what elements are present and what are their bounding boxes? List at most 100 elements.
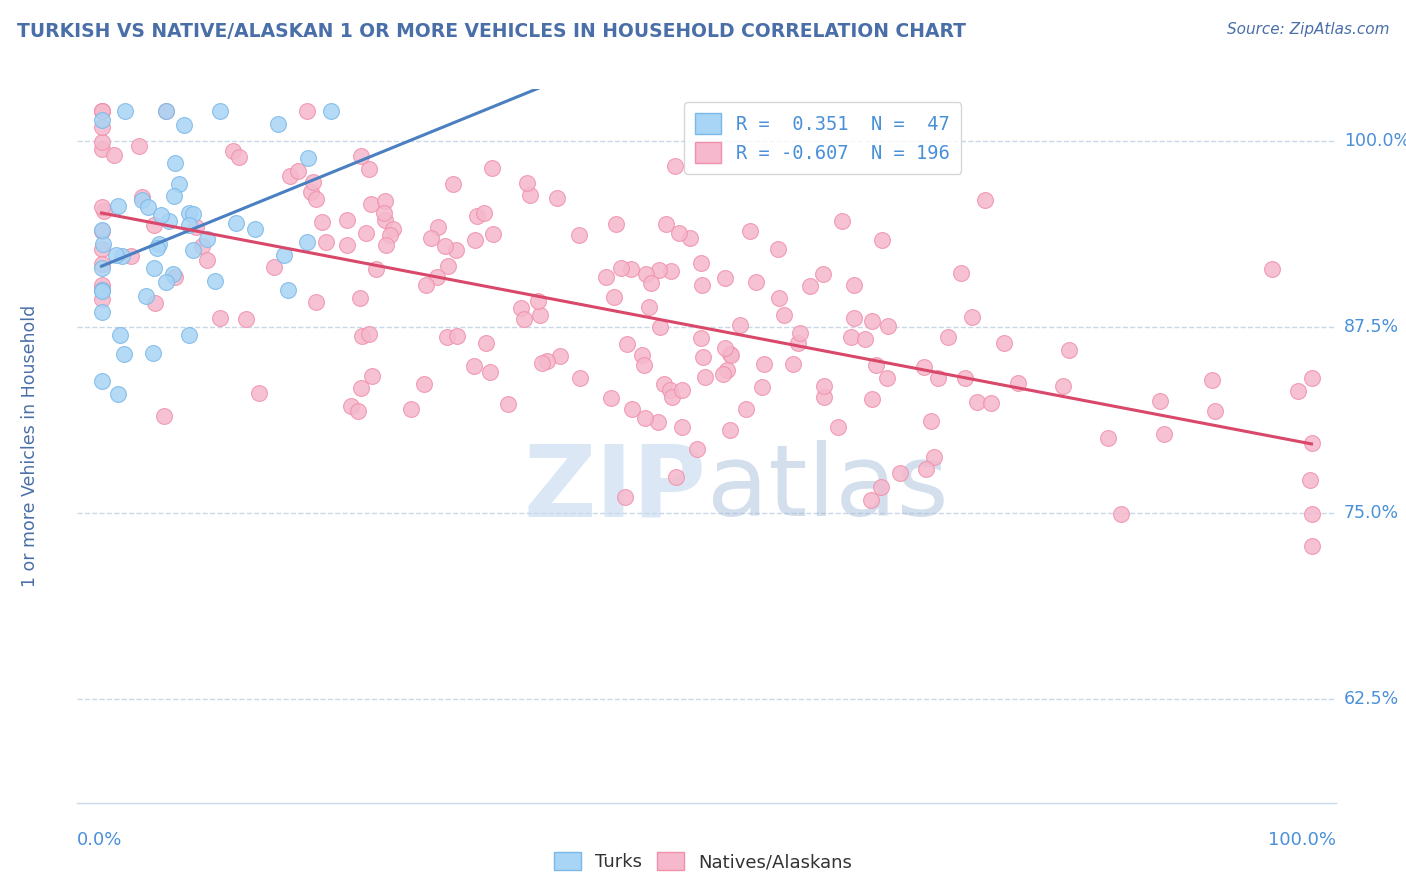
Point [297,235,319,249]
Point [90,223,112,237]
Point [299,186,322,200]
Point [90,283,112,297]
Point [605,217,627,231]
Point [136,200,159,214]
Point [949,266,972,280]
Point [90,120,112,135]
Legend: Turks, Natives/Alaskans: Turks, Natives/Alaskans [547,845,859,879]
Point [415,278,437,293]
Point [1204,403,1226,417]
Point [751,380,773,394]
Point [496,396,519,410]
Point [336,238,359,252]
Point [1052,378,1074,392]
Point [243,222,266,236]
Point [441,177,464,191]
Point [90,104,112,119]
Point [357,162,380,177]
Point [91,236,114,251]
Point [90,112,112,127]
Point [713,271,735,285]
Point [1301,540,1323,554]
Point [720,348,742,362]
Point [711,367,734,381]
Point [527,293,550,308]
Point [149,208,172,222]
Point [671,419,693,434]
Point [640,276,662,290]
Point [1301,370,1323,384]
Point [813,379,835,393]
Point [228,150,250,164]
Point [103,148,125,162]
Point [1097,431,1119,445]
Point [690,256,713,270]
Point [659,264,682,278]
Point [349,291,371,305]
Point [633,359,655,373]
Point [668,226,690,240]
Point [305,295,328,310]
Point [516,176,538,190]
Point [927,370,949,384]
Text: 100.0%: 100.0% [1344,132,1406,150]
Point [90,200,112,214]
Point [665,469,688,483]
Point [354,226,377,240]
Point [634,411,657,425]
Point [280,169,302,183]
Point [786,336,808,351]
Point [870,480,893,494]
Point [745,275,768,289]
Point [860,493,883,508]
Point [1201,373,1223,387]
Point [1109,507,1132,521]
Point [659,383,682,397]
Point [637,301,659,315]
Point [90,282,112,296]
Point [966,395,988,409]
Point [374,194,396,208]
Point [311,215,333,229]
Point [860,392,883,406]
Point [267,117,290,131]
Point [436,259,458,273]
Point [177,328,200,343]
Point [120,249,142,263]
Point [870,234,893,248]
Point [426,270,449,285]
Point [204,274,226,288]
Point [475,336,498,351]
Point [1149,393,1171,408]
Point [373,206,395,220]
Point [920,414,942,428]
Point [621,401,644,416]
Point [690,277,713,292]
Point [482,227,505,242]
Point [191,239,214,253]
Point [90,257,112,271]
Point [114,104,136,119]
Point [382,222,405,236]
Point [631,348,654,362]
Point [813,390,835,404]
Point [412,377,434,392]
Text: 1 or more Vehicles in Household: 1 or more Vehicles in Household [21,305,38,587]
Point [613,490,636,504]
Point [131,193,153,207]
Point [148,237,170,252]
Point [419,231,441,245]
Point [157,214,180,228]
Point [689,331,711,345]
Point [378,228,401,243]
Point [536,353,558,368]
Point [1301,435,1323,450]
Point [811,267,834,281]
Point [247,386,270,401]
Point [568,228,591,243]
Point [1301,507,1323,521]
Point [842,278,865,293]
Point [142,261,165,276]
Point [352,329,374,343]
Point [789,326,811,341]
